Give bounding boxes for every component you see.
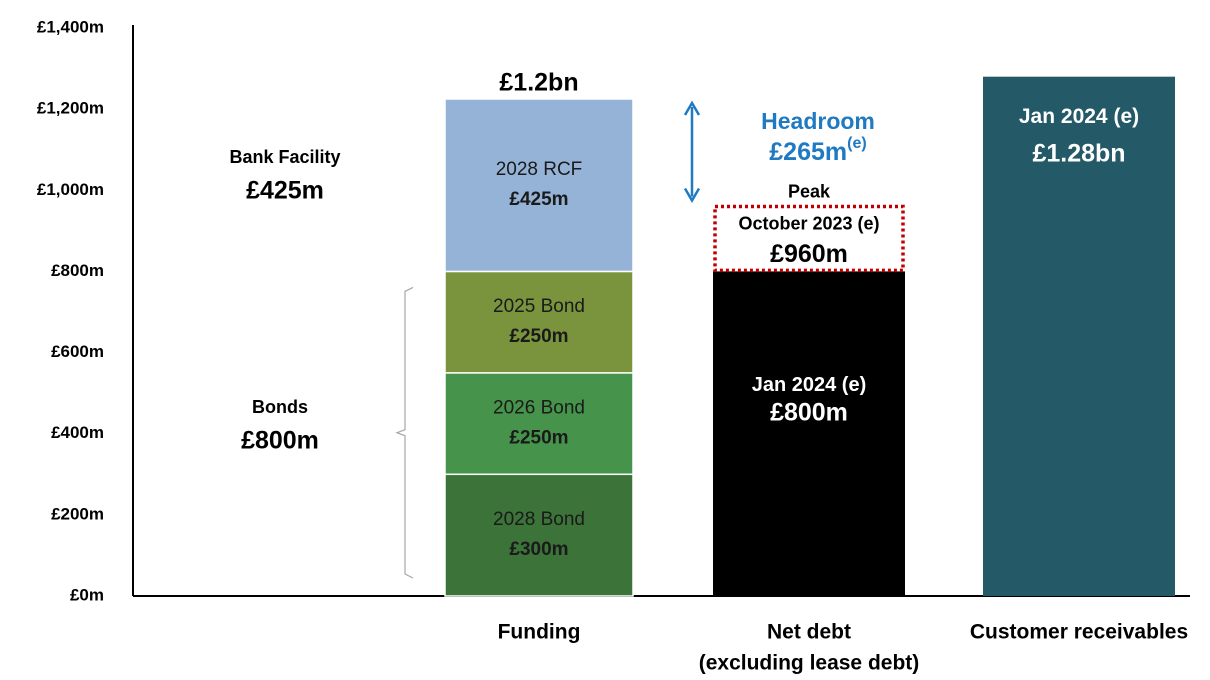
bar-name: Jan 2024 (e) <box>1019 105 1139 128</box>
segment-name: 2026 Bond <box>493 398 585 419</box>
group-value: £425m <box>246 177 324 205</box>
headroom-label: Headroom <box>761 108 875 134</box>
headroom-value-text: £265m <box>769 138 847 166</box>
bar-name: Jan 2024 (e) <box>752 374 867 396</box>
arrow-head <box>683 187 701 203</box>
y-tick-label: £600m <box>51 342 104 361</box>
group-label: Bonds <box>252 397 308 417</box>
total-label: £1.2bn <box>499 69 578 97</box>
x-tick-sublabel: (excluding lease debt) <box>699 652 920 675</box>
y-tick-label: £1,400m <box>37 17 104 36</box>
bar-segment <box>444 372 634 476</box>
y-tick-label: £800m <box>51 261 104 280</box>
arrow-head <box>683 100 701 116</box>
segment-name: 2028 Bond <box>493 509 585 530</box>
y-tick-label: £0m <box>70 585 104 604</box>
bar-value: £1.28bn <box>1032 139 1125 167</box>
bonds-bracket <box>395 286 414 579</box>
segment-value: £250m <box>509 326 568 347</box>
bar-value: £800m <box>770 398 848 426</box>
x-tick-label: Funding <box>498 621 581 644</box>
peak-title: Peak <box>788 181 831 201</box>
headroom-superscript: (e) <box>847 135 867 152</box>
x-tick-label: Net debt <box>767 621 851 644</box>
group-value: £800m <box>241 427 319 455</box>
headroom-value: £265m(e) <box>769 135 866 165</box>
bar-segment <box>713 271 905 596</box>
peak-label: October 2023 (e) <box>738 213 879 233</box>
bar-segment <box>444 473 634 597</box>
segment-name: 2028 RCF <box>496 159 583 180</box>
segment-value: £300m <box>509 539 568 560</box>
peak-value: £960m <box>770 240 848 268</box>
bar-segment <box>983 76 1175 596</box>
y-tick-label: £400m <box>51 423 104 442</box>
bar-segment <box>444 270 634 374</box>
segment-name: 2025 Bond <box>493 296 585 317</box>
group-label: Bank Facility <box>229 147 340 167</box>
y-tick-label: £200m <box>51 504 104 523</box>
y-tick-label: £1,200m <box>37 99 104 118</box>
x-tick-label: Customer receivables <box>970 621 1188 644</box>
segment-value: £425m <box>509 189 568 210</box>
y-tick-label: £1,000m <box>37 180 104 199</box>
bar-segment <box>444 98 634 273</box>
segment-value: £250m <box>509 428 568 449</box>
